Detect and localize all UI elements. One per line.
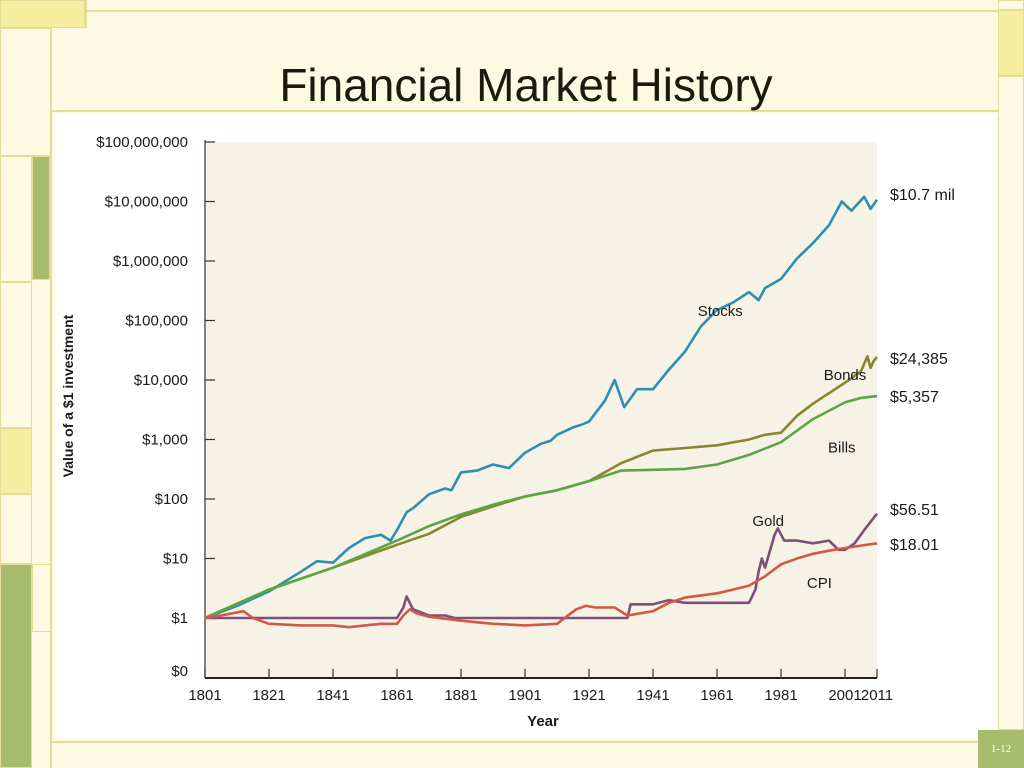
frame-block-right xyxy=(998,76,1024,730)
annotation-bills: Bills xyxy=(828,440,856,457)
y-tick-label: $10,000 xyxy=(134,372,188,389)
frame-block-left-5 xyxy=(32,564,52,632)
series-annotations: Stocks Bonds Bills Gold CPI xyxy=(698,303,867,592)
y-axis: $1 $10 $100 $1,000 $10,000 $100,000 $1,000,000… xyxy=(96,134,215,680)
x-tick-label: 2001 xyxy=(828,687,861,704)
x-tick-label: 1901 xyxy=(508,687,541,704)
y-tick-label: $100 xyxy=(155,491,188,508)
end-label-bonds: $24,385 xyxy=(890,351,948,368)
series-end-labels: $10.7 mil $24,385 $5,357 $56.51 $18.01 xyxy=(890,187,955,554)
end-label-bills: $5,357 xyxy=(890,389,939,406)
x-tick-label: 1961 xyxy=(700,687,733,704)
y-axis-title: Value of a $1 investment xyxy=(60,314,76,477)
x-tick-label: 1881 xyxy=(444,687,477,704)
frame-line-top xyxy=(85,10,998,12)
x-tick-label: 1801 xyxy=(188,687,221,704)
annotation-bonds: Bonds xyxy=(824,367,867,384)
series-lines xyxy=(204,195,879,629)
annotation-gold: Gold xyxy=(752,513,784,530)
frame-line-title-bottom xyxy=(52,110,998,112)
series-line-cpi xyxy=(204,542,878,629)
x-tick-label: 1921 xyxy=(572,687,605,704)
y-tick-label: $10 xyxy=(163,551,188,568)
x-axis: 1801 1821 1841 1861 1881 1901 1921 1941 1961 1981… xyxy=(188,669,893,704)
x-tick-label: 1981 xyxy=(764,687,797,704)
corner-accent-top-right xyxy=(998,10,1024,76)
series-line-bonds xyxy=(204,355,878,620)
y-tick-label: $1,000,000 xyxy=(113,253,188,270)
end-label-stocks: $10.7 mil xyxy=(890,187,955,204)
corner-accent-top-left xyxy=(0,0,85,28)
frame-accent-left-green-1 xyxy=(32,156,50,280)
frame-block-left-2 xyxy=(0,156,32,282)
series-line-stocks xyxy=(204,195,879,620)
annotation-cpi: CPI xyxy=(807,575,832,592)
y-tick-label: $100,000,000 xyxy=(96,134,188,151)
slide-number: 1-12 xyxy=(978,730,1024,768)
frame-line-upper-left xyxy=(85,0,87,28)
frame-block-left-3 xyxy=(0,282,32,428)
x-tick-label: 1841 xyxy=(316,687,349,704)
chart-panel: $1 $10 $100 $1,000 $10,000 $100,000 $1,000,000… xyxy=(55,114,997,738)
y-tick-label: $1,000 xyxy=(142,432,188,449)
frame-line-bottom xyxy=(52,741,978,743)
y-tick-label: $0 xyxy=(171,663,188,680)
frame-accent-left-green-2 xyxy=(0,564,32,768)
x-tick-label: 1861 xyxy=(380,687,413,704)
x-tick-label: 2011 xyxy=(861,687,893,704)
end-label-gold: $56.51 xyxy=(890,502,939,519)
frame-accent-left-yellow xyxy=(0,428,32,494)
frame-block-left-4 xyxy=(0,494,32,564)
slide-title: Financial Market History xyxy=(279,59,773,111)
market-history-chart: $1 $10 $100 $1,000 $10,000 $100,000 $1,000,000… xyxy=(60,134,955,730)
y-tick-label: $100,000 xyxy=(125,313,188,330)
frame-block-top-right xyxy=(998,0,1024,10)
frame-line-left xyxy=(50,28,52,768)
plot-area xyxy=(205,142,877,679)
x-tick-label: 1821 xyxy=(252,687,285,704)
annotation-stocks: Stocks xyxy=(698,303,743,320)
frame-block-left-1 xyxy=(0,28,52,156)
x-tick-label: 1941 xyxy=(636,687,669,704)
end-label-cpi: $18.01 xyxy=(890,537,939,554)
x-axis-title: Year xyxy=(527,713,559,730)
y-tick-label: $1 xyxy=(171,610,188,627)
series-line-bills xyxy=(204,394,878,620)
y-tick-label: $10,000,000 xyxy=(105,194,188,211)
